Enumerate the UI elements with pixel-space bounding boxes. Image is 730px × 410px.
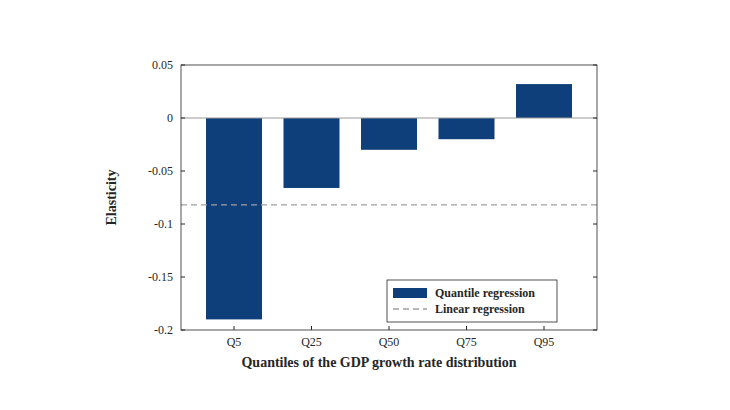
x-axis-label: Quantiles of the GDP growth rate distrib… bbox=[241, 355, 516, 370]
y-tick bbox=[181, 224, 185, 225]
y-tick-label: 0 bbox=[167, 111, 173, 125]
zero-line bbox=[181, 118, 597, 119]
x-tick-label: Q25 bbox=[301, 335, 322, 349]
y-tick-label: -0.2 bbox=[154, 323, 173, 337]
y-tick-right bbox=[593, 118, 597, 119]
legend-swatch bbox=[393, 308, 427, 309]
y-tick bbox=[181, 118, 185, 119]
bar bbox=[516, 84, 572, 118]
y-tick bbox=[181, 330, 185, 331]
y-tick bbox=[181, 277, 185, 278]
x-tick-label: Q75 bbox=[456, 335, 477, 349]
chart-svg: -0.2 -0.15 -0.1 -0.05 0 0.05 Q5 Q25 Q50 Q75 Q95 Qua… bbox=[0, 0, 730, 410]
legend-box bbox=[387, 280, 557, 322]
bar bbox=[439, 118, 495, 139]
x-tick-label: Q50 bbox=[379, 335, 400, 349]
y-tick-right bbox=[593, 330, 597, 331]
y-tick bbox=[181, 171, 185, 172]
x-tick bbox=[544, 326, 545, 330]
x-tick-label: Q95 bbox=[534, 335, 555, 349]
x-tick bbox=[311, 326, 312, 330]
y-tick-right bbox=[593, 65, 597, 66]
legend-label: Quantile regression bbox=[435, 286, 535, 300]
y-tick-label: 0.05 bbox=[152, 58, 173, 72]
y-tick-label: -0.05 bbox=[148, 164, 173, 178]
bar bbox=[206, 118, 262, 319]
y-axis-label: Elasticity bbox=[104, 170, 119, 226]
reference-line bbox=[181, 204, 597, 205]
legend-label: Linear regression bbox=[435, 302, 525, 316]
legend: Quantile regression Linear regression bbox=[387, 280, 557, 322]
y-tick-label: -0.15 bbox=[148, 270, 173, 284]
x-tick bbox=[389, 326, 390, 330]
y-tick-label: -0.1 bbox=[154, 217, 173, 231]
chart-container: -0.2 -0.15 -0.1 -0.05 0 0.05 Q5 Q25 Q50 Q75 Q95 Qua… bbox=[0, 0, 730, 410]
x-tick bbox=[234, 326, 235, 330]
y-tick bbox=[181, 65, 185, 66]
plot-frame bbox=[181, 65, 597, 330]
bar bbox=[361, 118, 417, 150]
x-tick bbox=[466, 326, 467, 330]
y-tick-right bbox=[593, 171, 597, 172]
y-tick-right bbox=[593, 224, 597, 225]
legend-swatch bbox=[393, 288, 427, 298]
x-tick-label: Q5 bbox=[227, 335, 242, 349]
y-tick-right bbox=[593, 277, 597, 278]
bar bbox=[284, 118, 340, 188]
